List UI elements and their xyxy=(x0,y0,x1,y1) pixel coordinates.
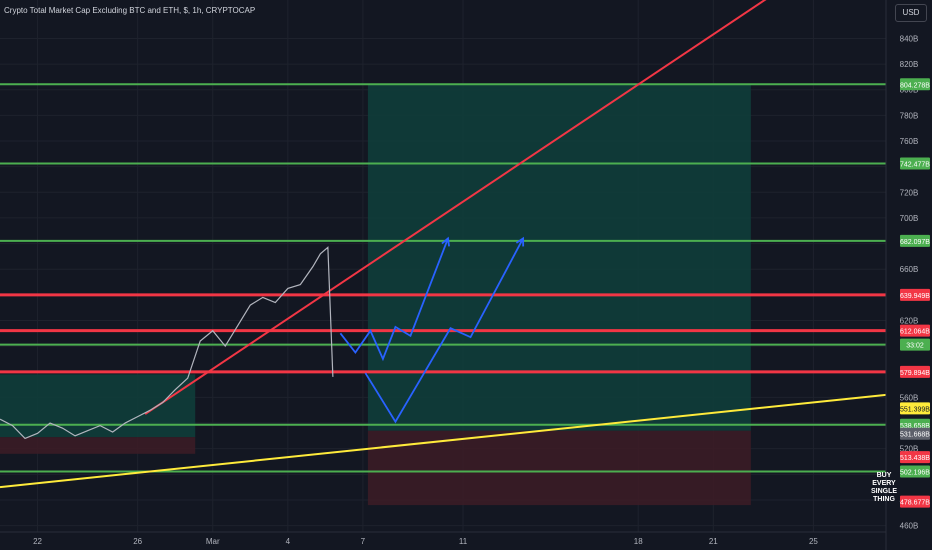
level-price-tag-label: 612.064B xyxy=(900,329,930,336)
level-price-tag-box xyxy=(900,288,930,301)
level-price-tag-label: 804.278B xyxy=(900,82,930,89)
projections-layer xyxy=(339,236,525,424)
price-axis-label: 560B xyxy=(900,393,919,402)
level-price-tag-label: 33:02 xyxy=(906,343,924,350)
price-tag-label: 551.399B xyxy=(900,406,930,413)
time-axis-label: 7 xyxy=(361,537,366,546)
currency-button[interactable]: USD xyxy=(895,4,927,22)
level-price-tag-box xyxy=(900,157,930,170)
time-axis-label: 26 xyxy=(133,537,142,546)
levels-layer xyxy=(0,83,886,473)
level-price-tag-box xyxy=(900,338,930,351)
time-axis[interactable]: 22 26 Mar 4 7 11 18 21 25 xyxy=(33,537,818,546)
buy-annotation-line: EVERY xyxy=(872,480,896,487)
price-tag-label: 513.438B xyxy=(900,455,930,462)
price-layer xyxy=(0,246,334,440)
trendlines-layer xyxy=(0,0,887,489)
price-line xyxy=(0,246,334,440)
level-price-tag-label: 579.894B xyxy=(900,370,930,377)
level-price-tag-label: 538.658B xyxy=(900,423,930,430)
projection-arrowhead xyxy=(441,236,450,247)
buy-annotation-line: BUY xyxy=(876,472,892,479)
stop-zone xyxy=(0,437,196,454)
price-tag-box xyxy=(900,427,930,440)
price-tag-box xyxy=(900,402,930,415)
price-axis-label: 760B xyxy=(900,137,919,146)
price-axis-label: 840B xyxy=(900,34,919,43)
level-price-tag-label: 639.949B xyxy=(900,293,930,300)
target-zone xyxy=(0,374,196,438)
price-axis-label: 460B xyxy=(900,522,919,531)
price-axis-label: 620B xyxy=(900,316,919,325)
projection-arrowhead xyxy=(515,236,525,247)
time-axis-label: 11 xyxy=(459,537,468,546)
time-axis-label: 25 xyxy=(809,537,818,546)
level-price-tag-box xyxy=(900,365,930,378)
price-axis-label: 700B xyxy=(900,214,919,223)
level-price-tag-label: 502.196B xyxy=(900,469,930,476)
price-tag-box xyxy=(900,451,930,464)
level-price-tag-box xyxy=(900,324,930,337)
buy-annotation-line: SINGLE xyxy=(870,488,898,495)
price-tag-label: 478.677B xyxy=(900,500,930,507)
projection-path xyxy=(364,238,524,424)
time-axis-label: Mar xyxy=(206,537,220,546)
chart-title: Crypto Total Market Cap Excluding BTC an… xyxy=(4,6,256,15)
level-price-tag-box xyxy=(900,234,930,247)
price-axis-label: 520B xyxy=(900,445,919,454)
projection-path xyxy=(339,238,449,362)
price-tag-label: 531.668B xyxy=(900,432,930,439)
level-price-tag-box xyxy=(900,78,930,91)
time-axis-label: 18 xyxy=(634,537,643,546)
level-price-tag-label: 682.097B xyxy=(900,239,930,246)
time-axis-label: 21 xyxy=(709,537,718,546)
level-price-tag-box xyxy=(900,465,930,478)
price-tags-layer: 804.278B 742.477B 682.097B 639.949B 612.064B… xyxy=(900,78,930,508)
price-axis-label: 660B xyxy=(900,265,919,274)
price-axis-label: 820B xyxy=(900,60,919,69)
buy-annotation-line: THING xyxy=(873,496,895,503)
price-axis-label: 780B xyxy=(900,111,919,120)
trendline-support xyxy=(0,393,887,489)
price-axis-label: 720B xyxy=(900,188,919,197)
trendline-rising xyxy=(144,0,767,415)
time-axis-label: 22 xyxy=(33,537,42,546)
level-price-tag-label: 742.477B xyxy=(900,161,930,168)
buy-annotation: BUY EVERY SINGLE THING xyxy=(868,472,900,504)
time-axis-label: 4 xyxy=(286,537,291,546)
price-tag-box xyxy=(900,495,930,508)
